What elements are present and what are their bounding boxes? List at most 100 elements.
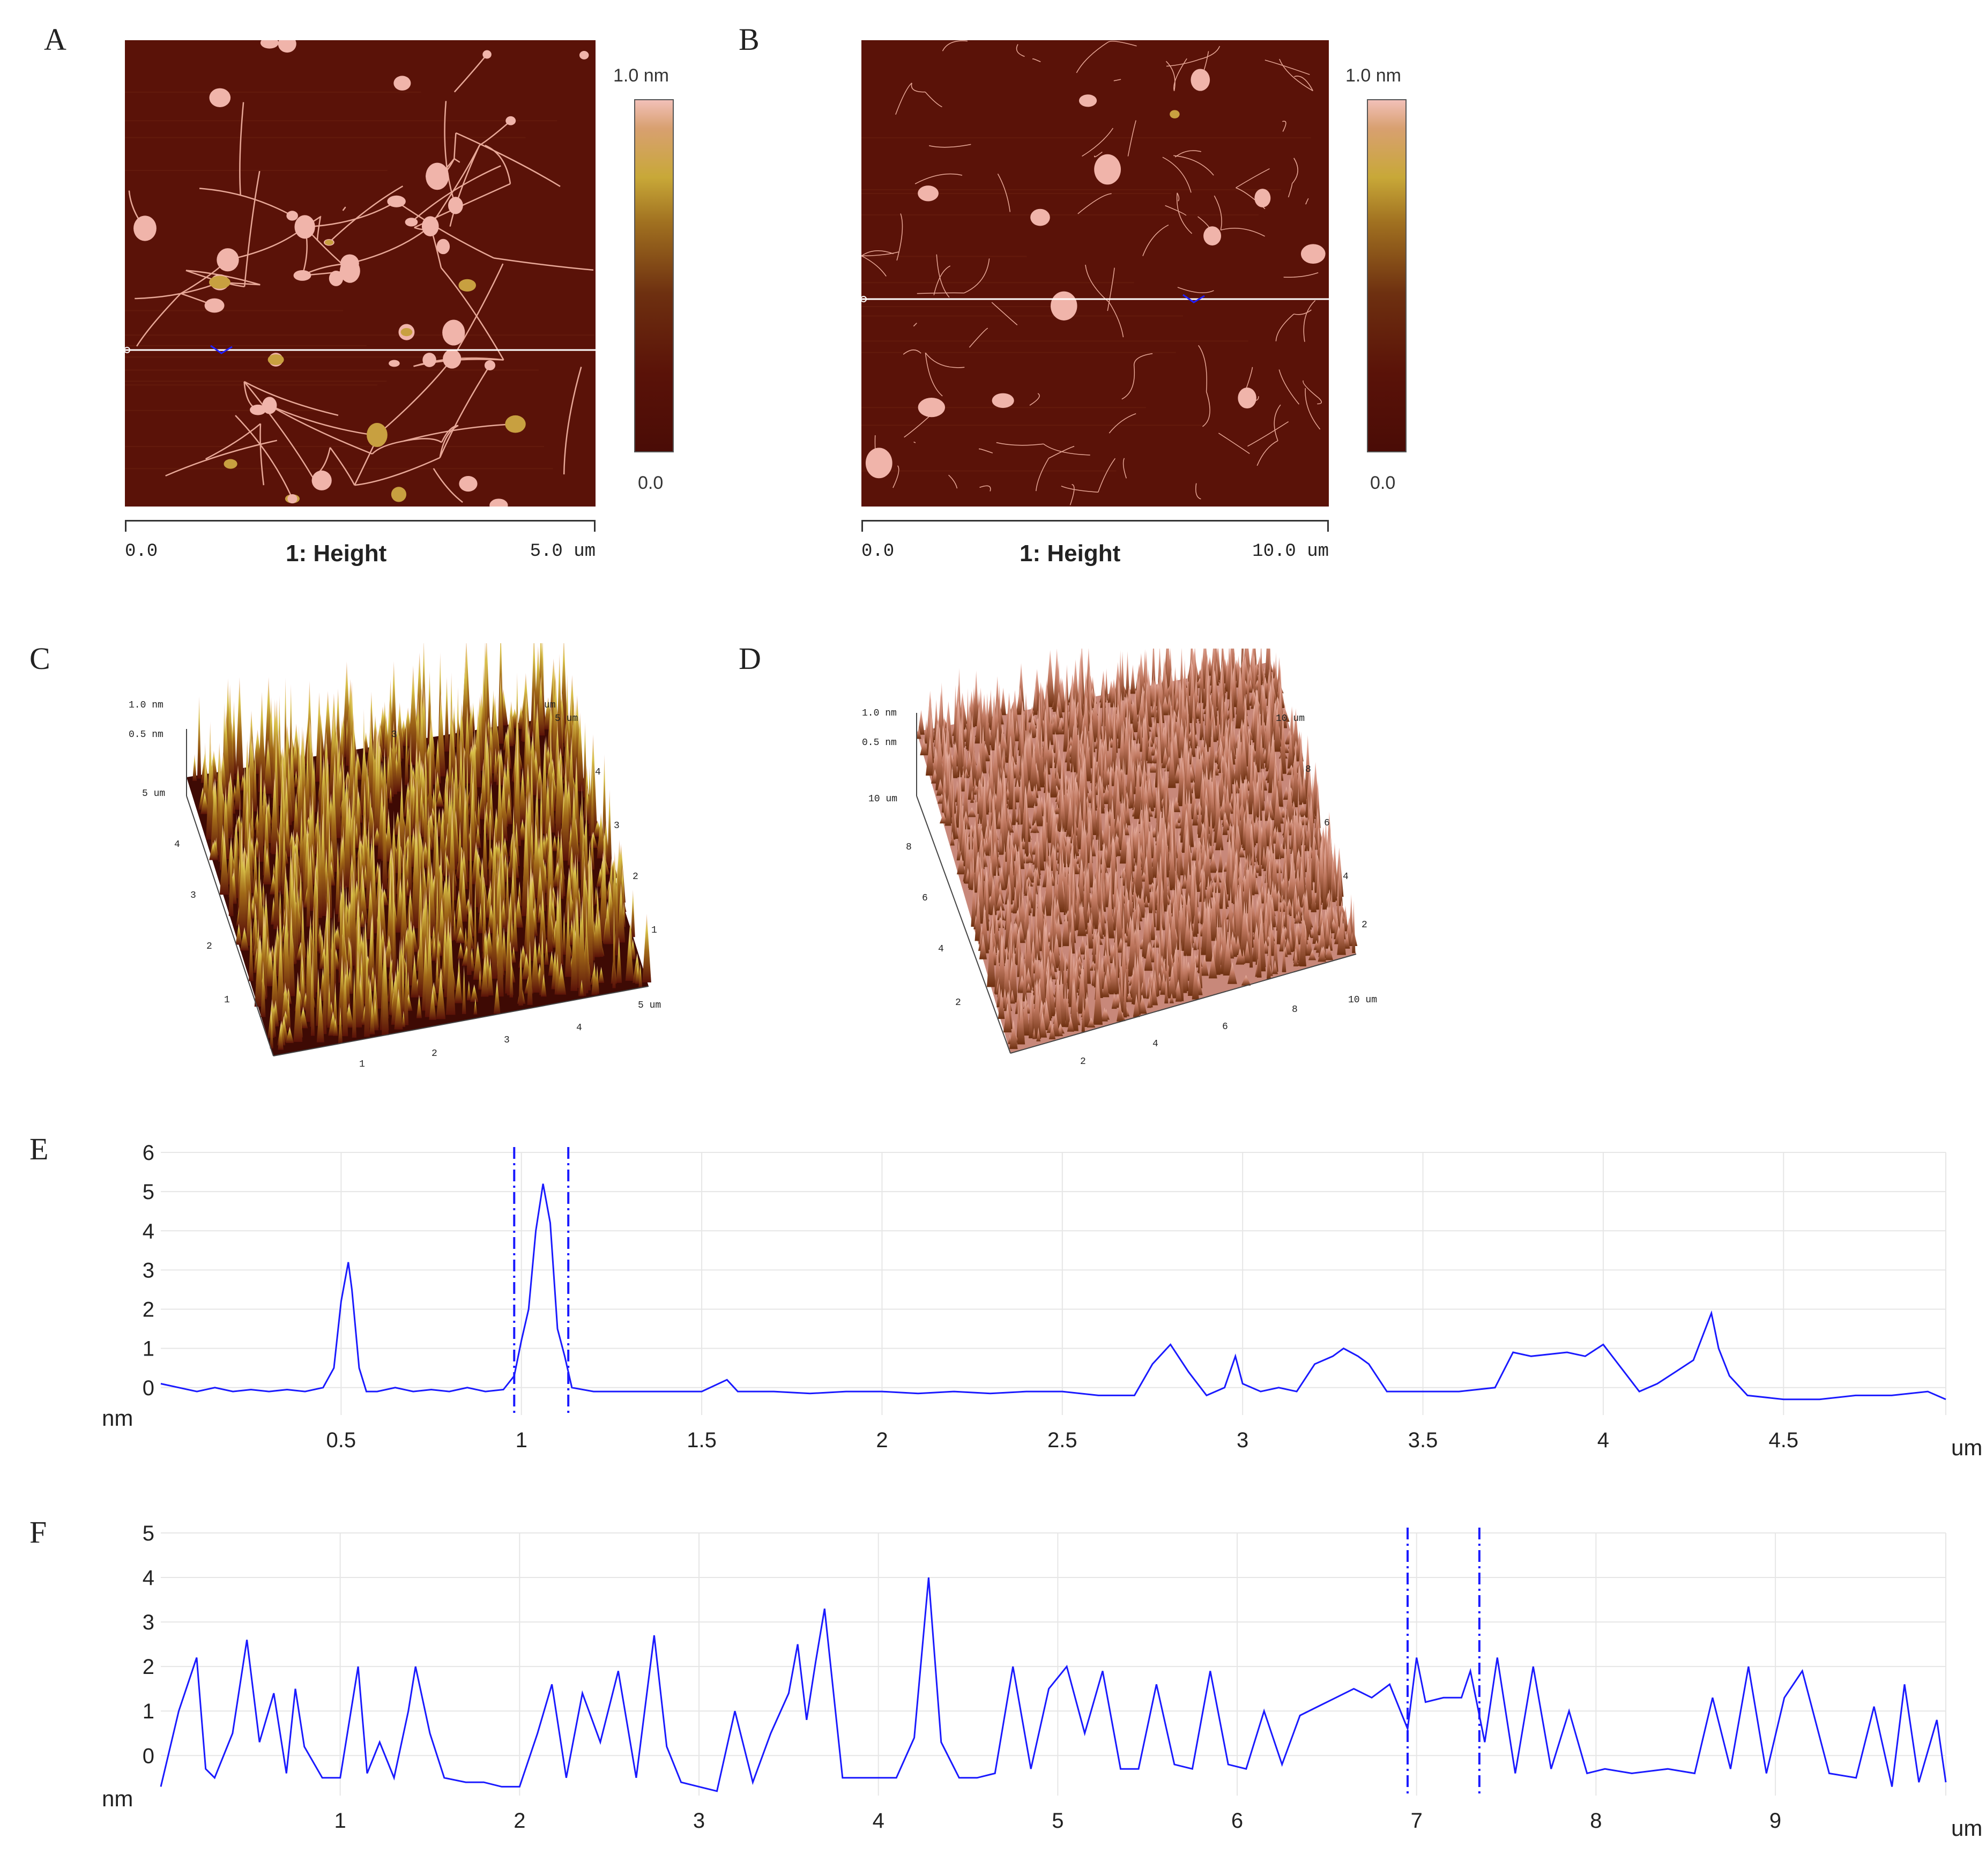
surface-spike: [1049, 904, 1054, 956]
surface-spike: [998, 988, 1005, 1019]
surface-spike: [1102, 753, 1109, 791]
surface-spike: [1258, 842, 1262, 876]
afm-particle: [260, 40, 279, 49]
surface-spike: [1161, 902, 1165, 930]
surface-spike: [1330, 852, 1336, 902]
surface-spike: [1195, 829, 1200, 892]
surface-spike: [1254, 713, 1261, 772]
y-tick-label: 2: [143, 1298, 154, 1322]
surface-spike: [1233, 790, 1243, 845]
x-tick-label: 1: [334, 1809, 346, 1833]
surface-spike: [583, 722, 587, 798]
surface-spike: [1256, 815, 1263, 865]
y-tick-label: 0: [143, 1744, 154, 1768]
surface-spike: [417, 909, 425, 997]
surface-spike: [1274, 652, 1278, 703]
afm-particle: [287, 494, 297, 504]
surface-spike: [273, 839, 280, 929]
surface-spike: [1239, 900, 1249, 957]
surface-spike: [254, 937, 264, 1007]
surface-spike: [197, 696, 202, 779]
surface-spike: [389, 787, 392, 803]
scale-bar-b: 0.0 1: Height 10.0 um: [861, 520, 1329, 568]
afm-particle: [1203, 226, 1222, 246]
surface-spike: [382, 783, 388, 889]
right-tick-d-1: 8: [1305, 764, 1311, 775]
surface-spike: [951, 782, 956, 840]
x-tick-label: 3: [693, 1809, 705, 1833]
section-start-marker: [125, 347, 130, 353]
surface-spike: [576, 712, 584, 792]
afm-particle: [405, 218, 418, 227]
bottom-tick-c-4: 5 um: [638, 1000, 661, 1011]
surface-spike: [552, 835, 558, 851]
surface-spike: [354, 822, 359, 848]
surface-spike: [1328, 927, 1333, 951]
surface-spike: [957, 854, 966, 875]
surface-spike: [341, 825, 346, 889]
y-tick-label: 1: [143, 1337, 154, 1361]
surface-spike: [1308, 949, 1316, 961]
surface-spike: [249, 918, 254, 981]
x-tick-label: 3.5: [1408, 1428, 1438, 1452]
surface-spike: [466, 980, 471, 1001]
surface-spike: [474, 708, 481, 787]
surface-spike: [1057, 852, 1065, 913]
surface-spike: [1228, 661, 1235, 718]
afm-particle: [367, 422, 388, 448]
surface-spike: [1011, 779, 1016, 825]
afm-particle: [442, 319, 465, 346]
surface-spike: [1189, 868, 1197, 924]
surface-spike: [252, 842, 258, 900]
surface-spike: [956, 840, 961, 861]
surface-spike: [481, 663, 486, 766]
surface-spike: [1119, 965, 1125, 1013]
surface-spike: [470, 984, 479, 1002]
surface-spike: [414, 821, 420, 928]
surface-spike: [434, 739, 441, 784]
surface-spike: [1318, 919, 1327, 957]
z-label-d-mid: 0.5 nm: [862, 738, 897, 748]
afm-particle: [1094, 154, 1121, 185]
right-tick-d-0: 10 um: [1276, 713, 1305, 724]
surface-spike: [1111, 712, 1118, 775]
surface-spike: [359, 910, 366, 927]
surface-spike: [1003, 1003, 1012, 1033]
surface-spike: [278, 1023, 284, 1050]
surface-spike: [518, 767, 527, 823]
surface-spike: [1193, 935, 1197, 950]
surface-spike: [1163, 724, 1169, 760]
surface-spike: [995, 893, 1005, 911]
surface-spike: [1229, 811, 1232, 827]
surface-spike: [392, 882, 396, 981]
surface-spike: [1078, 689, 1083, 741]
surface-spike: [293, 793, 299, 839]
surface-spike: [1083, 992, 1091, 1027]
afm-particle: [224, 459, 237, 469]
z-label-c-mid: 0.5 nm: [129, 729, 163, 740]
surface-spike: [1024, 795, 1029, 857]
afm-particle: [1300, 244, 1326, 264]
surface-spike: [1066, 724, 1070, 771]
surface-spike: [1312, 913, 1319, 944]
surface-spike: [294, 770, 299, 787]
surface-spike: [329, 917, 336, 1017]
surface-spike: [1132, 883, 1137, 909]
surface-spike: [589, 831, 598, 848]
surface-spike: [1092, 874, 1099, 929]
surface-spike: [396, 734, 403, 792]
colorbar-max-label-b: 1.0 nm: [1345, 65, 1401, 86]
surface-spike: [916, 727, 921, 739]
surface-spike: [1299, 905, 1306, 967]
height-profile-e: 0 1 2 3 4 5 6 0.5 1 1.5 2 2.5 3 3.5 4 4.5 nm um: [96, 1141, 1983, 1485]
y-tick-label: 1: [143, 1700, 154, 1723]
surface-spike: [593, 912, 600, 957]
surface-spike: [1042, 732, 1051, 775]
surface-spike: [228, 833, 234, 917]
surface-spike: [1140, 720, 1143, 752]
y-tick-label: 4: [143, 1566, 154, 1590]
surface-spike: [282, 904, 291, 1004]
surface-spike: [258, 691, 266, 792]
surface-spike: [988, 689, 993, 730]
afm-particle: [422, 353, 436, 367]
